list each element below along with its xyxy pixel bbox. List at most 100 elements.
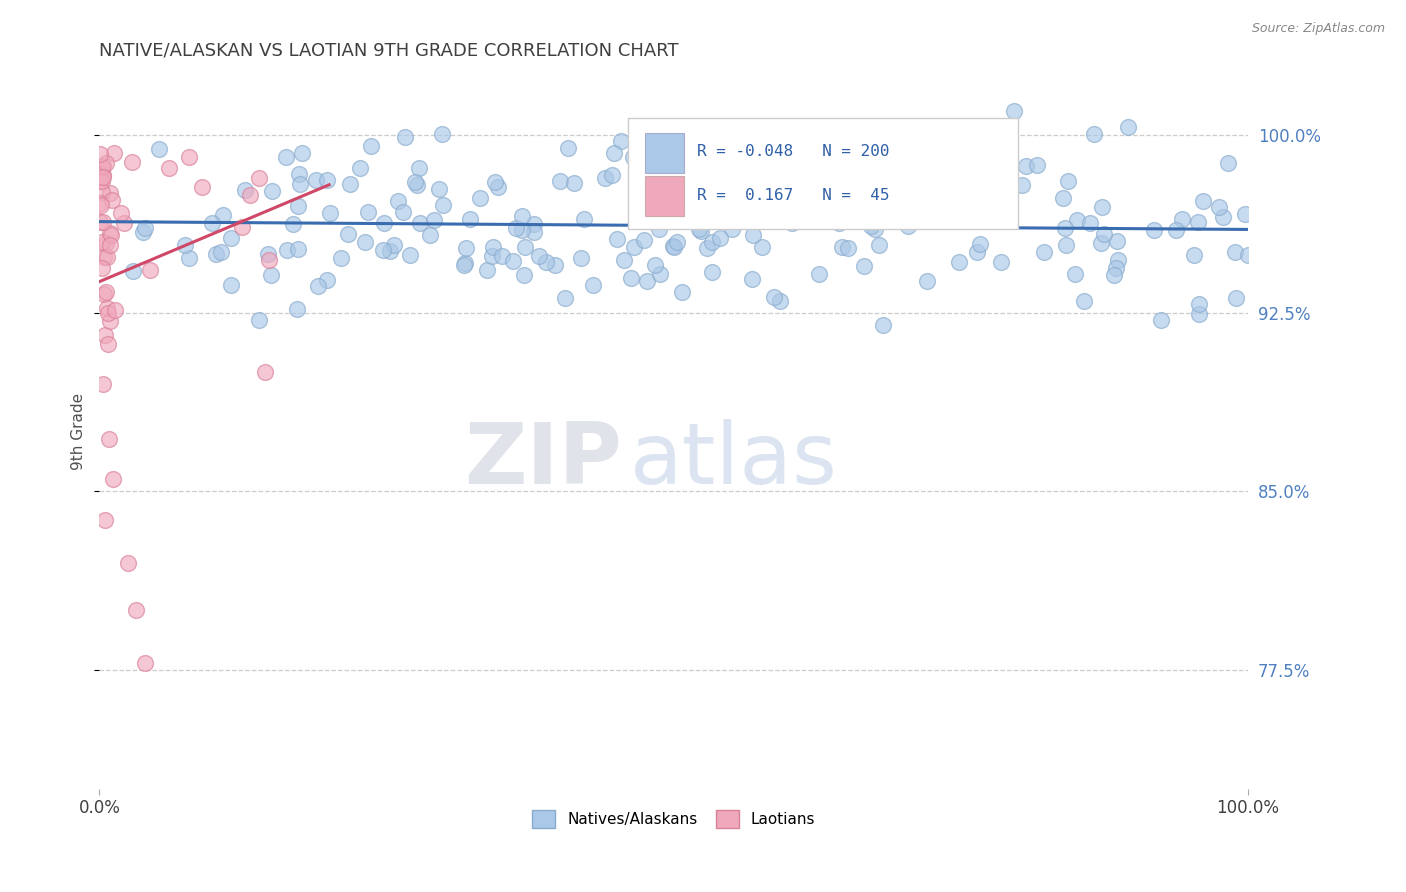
Point xyxy=(404,175,426,189)
Point xyxy=(1182,248,1205,262)
Point xyxy=(378,244,401,258)
Point xyxy=(1078,217,1101,231)
Point xyxy=(628,204,651,219)
Point xyxy=(148,142,170,156)
Point xyxy=(544,258,567,272)
Point xyxy=(89,146,111,161)
Point xyxy=(637,193,659,207)
Point xyxy=(515,240,537,254)
Point xyxy=(1092,227,1115,241)
Point xyxy=(319,206,342,220)
Point xyxy=(205,247,228,261)
Point xyxy=(1116,120,1139,135)
Point xyxy=(93,287,115,301)
Point xyxy=(117,556,139,570)
Point xyxy=(1218,155,1240,169)
Point xyxy=(339,177,361,191)
Point xyxy=(769,293,792,308)
Point xyxy=(308,279,330,293)
Point xyxy=(247,171,270,186)
Point xyxy=(1063,267,1085,281)
Point xyxy=(219,277,242,292)
Point xyxy=(569,251,592,265)
Point xyxy=(96,301,118,315)
Point xyxy=(132,226,155,240)
Point xyxy=(100,238,122,252)
Point xyxy=(1188,307,1211,321)
Point xyxy=(700,235,723,250)
Point xyxy=(260,268,283,282)
Point xyxy=(484,175,506,189)
Point xyxy=(432,197,454,211)
Point xyxy=(387,194,409,208)
Point xyxy=(373,216,395,230)
Point xyxy=(700,265,723,279)
Point xyxy=(121,154,143,169)
Point xyxy=(1236,248,1258,262)
Point xyxy=(257,247,280,261)
Point xyxy=(1212,210,1234,224)
Point xyxy=(898,161,921,176)
Point xyxy=(103,472,125,486)
FancyBboxPatch shape xyxy=(645,133,685,173)
Point xyxy=(942,209,965,223)
Point xyxy=(287,199,309,213)
Point xyxy=(91,377,114,392)
Point xyxy=(966,244,988,259)
Point xyxy=(837,241,859,255)
Point xyxy=(98,313,121,327)
Point xyxy=(287,302,309,317)
Point xyxy=(574,211,596,226)
Point xyxy=(1107,234,1129,248)
Point xyxy=(91,160,114,174)
Point xyxy=(98,186,121,200)
Point xyxy=(689,201,711,215)
Point xyxy=(744,181,766,195)
Point xyxy=(219,231,242,245)
Point xyxy=(606,232,628,246)
Point xyxy=(103,146,125,161)
Point xyxy=(233,183,256,197)
Point xyxy=(305,172,328,186)
Point xyxy=(610,134,633,148)
Point xyxy=(1166,223,1188,237)
Point xyxy=(799,206,821,220)
Point xyxy=(1032,245,1054,260)
Point xyxy=(257,253,280,268)
Point xyxy=(917,162,939,177)
Point xyxy=(290,146,312,161)
Point xyxy=(336,227,359,242)
Point xyxy=(762,290,785,304)
Point xyxy=(603,146,626,161)
Point xyxy=(201,216,224,230)
Point xyxy=(669,144,692,158)
Point xyxy=(1192,194,1215,209)
Point xyxy=(872,318,894,333)
Point xyxy=(287,242,309,256)
Point xyxy=(391,205,413,219)
Point xyxy=(371,243,394,257)
Point xyxy=(125,603,148,617)
Point xyxy=(454,255,477,269)
Point xyxy=(621,150,644,164)
Point xyxy=(408,161,430,176)
Point xyxy=(695,208,717,222)
Point xyxy=(1083,127,1105,141)
Point xyxy=(482,240,505,254)
Point xyxy=(491,249,513,263)
Point xyxy=(274,150,297,164)
Point xyxy=(1054,220,1077,235)
Point xyxy=(89,174,111,188)
Point xyxy=(1225,291,1247,305)
Point xyxy=(688,221,710,235)
Point xyxy=(349,161,371,176)
Point xyxy=(1056,174,1078,188)
Point xyxy=(803,204,825,219)
Point xyxy=(678,204,700,219)
Point xyxy=(718,192,741,206)
Point xyxy=(177,251,200,265)
Point xyxy=(174,238,197,252)
Point xyxy=(399,247,422,261)
Point xyxy=(523,217,546,231)
Point xyxy=(191,180,214,194)
